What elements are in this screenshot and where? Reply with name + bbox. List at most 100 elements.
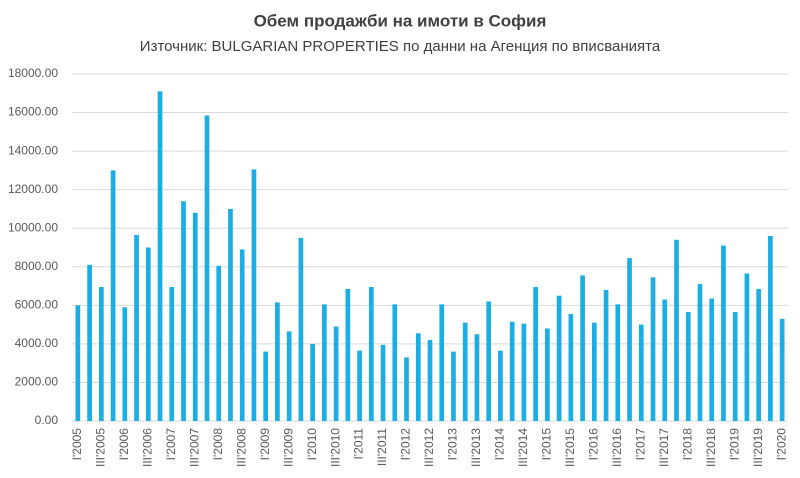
- bar: [650, 277, 656, 421]
- bar: [768, 235, 773, 421]
- bar: [779, 318, 785, 421]
- x-tick-label: I'2020: [774, 428, 788, 461]
- y-tick-label: 14000.00: [8, 143, 58, 157]
- x-tick-label: I'2005: [70, 428, 84, 461]
- x-tick-label: III'2006: [140, 428, 154, 467]
- bar: [357, 350, 362, 421]
- bar: [732, 312, 738, 421]
- bar: [216, 265, 222, 421]
- bar: [404, 357, 409, 421]
- bar: [498, 350, 503, 421]
- x-tick-label: I'2012: [399, 428, 413, 461]
- bar: [122, 307, 128, 421]
- bar: [462, 322, 468, 421]
- bar: [533, 287, 538, 421]
- bar: [486, 301, 492, 421]
- bar: [509, 321, 515, 421]
- bar: [451, 351, 456, 421]
- x-tick-label: I'2014: [493, 428, 507, 461]
- bar: [345, 288, 351, 421]
- bar: [685, 312, 691, 421]
- bar: [380, 344, 386, 421]
- x-tick-label: III'2010: [328, 428, 342, 467]
- bar: [662, 299, 668, 421]
- x-tick-label: III'2013: [469, 428, 483, 467]
- bar: [580, 275, 585, 421]
- bar: [674, 239, 679, 421]
- x-tick-label: I'2011: [352, 428, 366, 460]
- x-tick-label: I'2015: [540, 428, 554, 461]
- bar: [627, 258, 632, 421]
- y-tick-label: 4000.00: [15, 336, 59, 350]
- x-tick-label: I'2019: [727, 428, 741, 461]
- x-tick-label: I'2006: [117, 428, 131, 461]
- bar: [603, 289, 609, 421]
- x-tick-label: I'2013: [446, 428, 460, 461]
- bar: [181, 201, 186, 421]
- bar: [744, 273, 750, 421]
- x-tick-label: III'2018: [704, 428, 718, 467]
- bar: [392, 304, 398, 421]
- bar: [756, 288, 762, 421]
- bar: [697, 284, 703, 421]
- bar: [415, 333, 421, 421]
- bar: [251, 169, 257, 421]
- bar: [545, 328, 550, 421]
- bar: [286, 331, 292, 421]
- bar: [87, 264, 92, 421]
- y-tick-label: 0.00: [35, 413, 59, 427]
- bar: [192, 212, 198, 421]
- x-tick-label: III'2011: [375, 428, 389, 466]
- x-tick-label: III'2017: [657, 428, 671, 467]
- bar: [368, 287, 374, 421]
- x-tick-label: III'2009: [281, 428, 295, 467]
- bar: [333, 326, 339, 421]
- x-tick-label: III'2016: [610, 428, 624, 467]
- bar: [134, 234, 139, 421]
- chart-subtitle: Източник: BULGARIAN PROPERTIES по данни …: [140, 38, 661, 55]
- bar: [310, 343, 315, 421]
- bar: [169, 287, 175, 421]
- bar: [75, 305, 81, 421]
- y-tick-label: 2000.00: [15, 375, 59, 389]
- y-tick-label: 8000.00: [15, 259, 59, 273]
- x-tick-label: III'2005: [94, 428, 108, 467]
- x-tick-label: I'2007: [164, 428, 178, 461]
- y-tick-label: 6000.00: [15, 298, 59, 312]
- bar: [568, 314, 574, 421]
- bar: [228, 208, 233, 421]
- x-tick-label: I'2010: [305, 428, 319, 461]
- x-tick-label: III'2007: [187, 428, 201, 467]
- bar: [145, 247, 151, 421]
- y-tick-label: 12000.00: [8, 182, 58, 196]
- bar: [157, 91, 163, 421]
- x-tick-label: III'2014: [516, 428, 530, 467]
- bar: [110, 170, 116, 421]
- y-tick-label: 18000.00: [8, 66, 58, 80]
- bar: [721, 245, 726, 421]
- bar: [204, 115, 210, 422]
- x-tick-label: I'2008: [211, 428, 225, 461]
- x-tick-label: III'2019: [751, 428, 765, 467]
- bar: [298, 237, 304, 421]
- bar: [474, 334, 480, 421]
- bar: [263, 351, 269, 421]
- bar: [556, 295, 562, 421]
- bar: [439, 304, 445, 421]
- x-tick-label: I'2017: [633, 428, 647, 461]
- y-tick-label: 10000.00: [8, 220, 58, 234]
- bar: [709, 298, 715, 421]
- bar: [615, 304, 621, 421]
- x-tick-label: III'2012: [422, 428, 436, 467]
- bar: [591, 322, 597, 421]
- bar: [322, 304, 327, 421]
- chart-title: Обем продажби на имоти в София: [254, 11, 547, 30]
- bar: [427, 340, 433, 421]
- x-tick-label: III'2008: [234, 428, 248, 467]
- x-tick-label: I'2016: [586, 428, 600, 461]
- x-tick-label: I'2009: [258, 428, 272, 461]
- bar: [638, 324, 644, 421]
- y-tick-label: 16000.00: [8, 105, 58, 119]
- bar: [239, 249, 245, 421]
